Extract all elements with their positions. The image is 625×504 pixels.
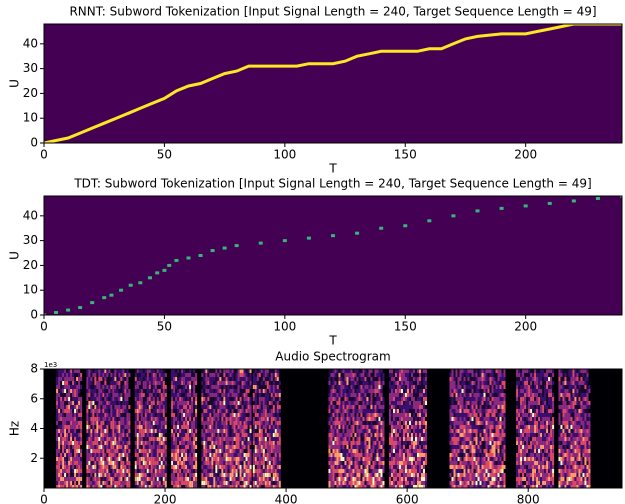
chart-title: RNNT: Subword Tokenization [Input Signal… bbox=[69, 5, 596, 19]
y-offset-label: 1e3 bbox=[44, 361, 57, 369]
x-tick-label: 400 bbox=[275, 493, 298, 504]
x-tick-label: 200 bbox=[514, 148, 537, 162]
alignment-cell bbox=[235, 244, 239, 247]
alignment-cell bbox=[524, 204, 528, 207]
alignment-cell bbox=[331, 234, 335, 237]
y-axis-label: U bbox=[8, 251, 22, 260]
alignment-cell bbox=[54, 311, 58, 314]
alignment-cell bbox=[451, 214, 455, 217]
chart-title: TDT: Subword Tokenization [Input Signal … bbox=[73, 177, 591, 191]
y-tick-label: 4 bbox=[30, 421, 38, 435]
alignment-cell bbox=[572, 199, 576, 202]
alignment-cell bbox=[548, 202, 552, 205]
x-tick-label: 150 bbox=[394, 148, 417, 162]
x-tick-label: 150 bbox=[394, 320, 417, 334]
y-tick-label: 40 bbox=[23, 208, 38, 222]
alignment-cell bbox=[500, 207, 504, 210]
y-tick-label: 40 bbox=[23, 36, 38, 50]
alignment-cell bbox=[223, 247, 227, 250]
y-tick-label: 6 bbox=[30, 391, 38, 405]
alignment-cell bbox=[148, 276, 152, 279]
alignment-cell bbox=[102, 296, 106, 299]
y-tick-label: 2 bbox=[30, 451, 38, 465]
alignment-cell bbox=[167, 264, 171, 267]
alignment-cell bbox=[119, 289, 123, 292]
y-tick-label: 20 bbox=[23, 258, 38, 272]
y-tick-label: 30 bbox=[23, 61, 38, 75]
alignment-cell bbox=[174, 259, 178, 262]
x-tick-label: 50 bbox=[157, 148, 172, 162]
x-tick-label: 100 bbox=[273, 148, 296, 162]
x-axis-label: T bbox=[328, 334, 337, 348]
x-tick-label: 200 bbox=[514, 320, 537, 334]
y-axis-label: Hz bbox=[8, 421, 22, 436]
x-tick-label: 200 bbox=[154, 493, 177, 504]
alignment-cell bbox=[355, 232, 359, 235]
alignment-cell bbox=[379, 227, 383, 230]
alignment-cell bbox=[129, 284, 133, 287]
alignment-cell bbox=[596, 197, 600, 200]
x-tick-label: 0 bbox=[40, 320, 48, 334]
x-tick-label: 800 bbox=[517, 493, 540, 504]
plot-background bbox=[44, 24, 622, 143]
alignment-cell bbox=[199, 254, 203, 257]
chart-title: Audio Spectrogram bbox=[275, 350, 390, 364]
alignment-cell bbox=[403, 224, 407, 227]
y-tick-label: 0 bbox=[30, 308, 38, 322]
alignment-cell bbox=[155, 271, 159, 274]
alignment-cell bbox=[307, 237, 311, 240]
alignment-cell bbox=[78, 306, 82, 309]
alignment-cell bbox=[259, 242, 263, 245]
alignment-cell bbox=[90, 301, 94, 304]
alignment-cell bbox=[187, 256, 191, 259]
alignment-cell bbox=[138, 281, 142, 284]
alignment-cell bbox=[66, 309, 70, 312]
y-tick-label: 20 bbox=[23, 86, 38, 100]
x-tick-label: 100 bbox=[273, 320, 296, 334]
y-tick-label: 10 bbox=[23, 283, 38, 297]
plot-background bbox=[44, 196, 622, 315]
alignment-cell bbox=[427, 219, 431, 222]
y-axis-label: U bbox=[8, 79, 22, 88]
x-tick-label: 0 bbox=[40, 493, 48, 504]
alignment-cell bbox=[211, 249, 215, 252]
alignment-cell bbox=[476, 209, 480, 212]
x-axis-label: T bbox=[328, 162, 337, 176]
alignment-cell bbox=[109, 294, 113, 297]
x-tick-label: 0 bbox=[40, 148, 48, 162]
alignment-cell bbox=[162, 269, 166, 272]
x-tick-label: 50 bbox=[157, 320, 172, 334]
alignment-cell bbox=[283, 239, 287, 242]
y-tick-label: 10 bbox=[23, 111, 38, 125]
y-tick-label: 30 bbox=[23, 233, 38, 247]
y-tick-label: 8 bbox=[30, 362, 38, 376]
y-tick-label: 0 bbox=[30, 136, 38, 150]
x-tick-label: 600 bbox=[396, 493, 419, 504]
